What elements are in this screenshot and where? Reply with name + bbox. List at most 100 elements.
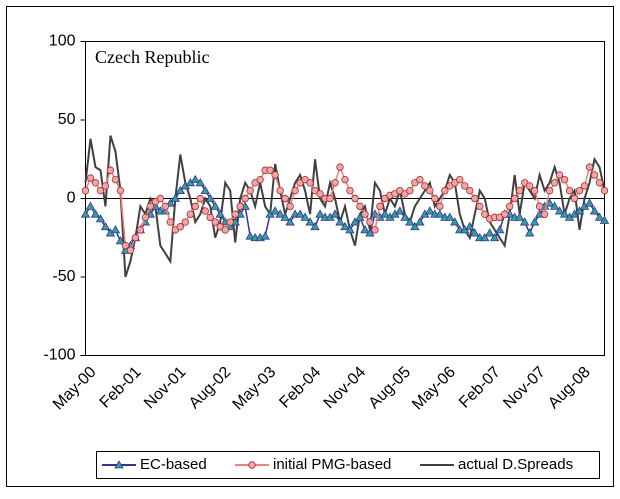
point bbox=[560, 175, 569, 184]
point bbox=[271, 171, 279, 179]
point bbox=[366, 218, 374, 226]
point bbox=[116, 186, 125, 195]
point bbox=[395, 206, 405, 215]
point bbox=[281, 194, 289, 203]
point bbox=[470, 228, 480, 237]
point bbox=[421, 182, 429, 190]
point bbox=[425, 206, 435, 215]
point bbox=[80, 209, 91, 218]
point bbox=[110, 225, 121, 234]
point bbox=[330, 209, 340, 218]
point bbox=[431, 194, 439, 203]
point bbox=[400, 212, 410, 221]
point bbox=[370, 209, 380, 218]
point bbox=[305, 217, 315, 226]
point bbox=[490, 232, 500, 242]
point bbox=[600, 186, 609, 195]
point bbox=[111, 175, 120, 184]
point bbox=[380, 209, 390, 218]
point bbox=[196, 194, 204, 203]
point bbox=[351, 194, 359, 203]
point bbox=[91, 179, 100, 187]
point bbox=[565, 186, 574, 195]
point bbox=[106, 166, 115, 174]
point bbox=[336, 163, 344, 171]
point bbox=[466, 186, 474, 195]
point bbox=[191, 202, 199, 211]
point bbox=[205, 193, 215, 202]
point bbox=[594, 212, 605, 221]
point bbox=[426, 186, 434, 195]
point bbox=[524, 228, 535, 237]
point bbox=[101, 182, 110, 190]
point bbox=[176, 223, 185, 231]
point bbox=[246, 186, 254, 195]
point bbox=[114, 460, 124, 469]
point bbox=[519, 217, 530, 226]
point bbox=[481, 210, 489, 218]
legend-label: actual D.Spreads bbox=[458, 456, 573, 473]
point bbox=[590, 171, 599, 179]
point bbox=[436, 202, 444, 211]
point bbox=[300, 212, 310, 221]
point bbox=[445, 212, 455, 221]
y-tick-label: 0 bbox=[67, 190, 76, 207]
point bbox=[535, 202, 544, 211]
point bbox=[310, 221, 320, 231]
point bbox=[580, 182, 589, 190]
point bbox=[81, 186, 90, 195]
point bbox=[515, 186, 524, 195]
point bbox=[96, 186, 105, 195]
point bbox=[115, 236, 126, 245]
y-tick-label: -100 bbox=[43, 347, 75, 364]
point bbox=[236, 202, 244, 211]
point bbox=[456, 175, 464, 184]
point bbox=[416, 175, 424, 184]
point bbox=[360, 225, 370, 234]
point bbox=[371, 226, 379, 234]
point bbox=[356, 202, 364, 211]
point bbox=[599, 215, 610, 224]
point bbox=[166, 218, 175, 226]
point bbox=[529, 217, 540, 226]
point bbox=[465, 221, 475, 231]
point bbox=[575, 186, 584, 195]
point bbox=[181, 218, 190, 226]
point bbox=[365, 228, 375, 237]
legend-label: EC-based bbox=[140, 456, 207, 473]
point bbox=[226, 218, 234, 226]
point bbox=[136, 226, 145, 234]
point bbox=[306, 179, 314, 187]
legend-label: initial PMG-based bbox=[273, 456, 391, 473]
point bbox=[275, 209, 285, 218]
point bbox=[435, 209, 445, 218]
point bbox=[190, 174, 200, 184]
point bbox=[471, 194, 479, 203]
point bbox=[131, 234, 140, 242]
point bbox=[326, 194, 334, 203]
point bbox=[525, 182, 534, 190]
point bbox=[345, 225, 355, 234]
point bbox=[545, 186, 554, 195]
point bbox=[241, 194, 249, 203]
point bbox=[346, 186, 354, 195]
point bbox=[95, 214, 106, 223]
point bbox=[540, 210, 549, 218]
legend-box bbox=[96, 451, 600, 479]
point bbox=[195, 177, 205, 187]
point bbox=[361, 210, 369, 218]
point bbox=[295, 209, 305, 218]
point bbox=[550, 179, 559, 187]
point bbox=[570, 194, 579, 203]
point bbox=[585, 163, 594, 171]
chart-title: Czech Republic bbox=[95, 47, 209, 67]
point bbox=[231, 210, 239, 218]
series-line bbox=[84, 135, 606, 278]
point bbox=[316, 190, 324, 198]
y-tick-label: 100 bbox=[49, 33, 76, 50]
point bbox=[335, 217, 345, 226]
chart-border bbox=[6, 6, 614, 487]
point bbox=[405, 217, 415, 226]
point bbox=[90, 209, 101, 218]
